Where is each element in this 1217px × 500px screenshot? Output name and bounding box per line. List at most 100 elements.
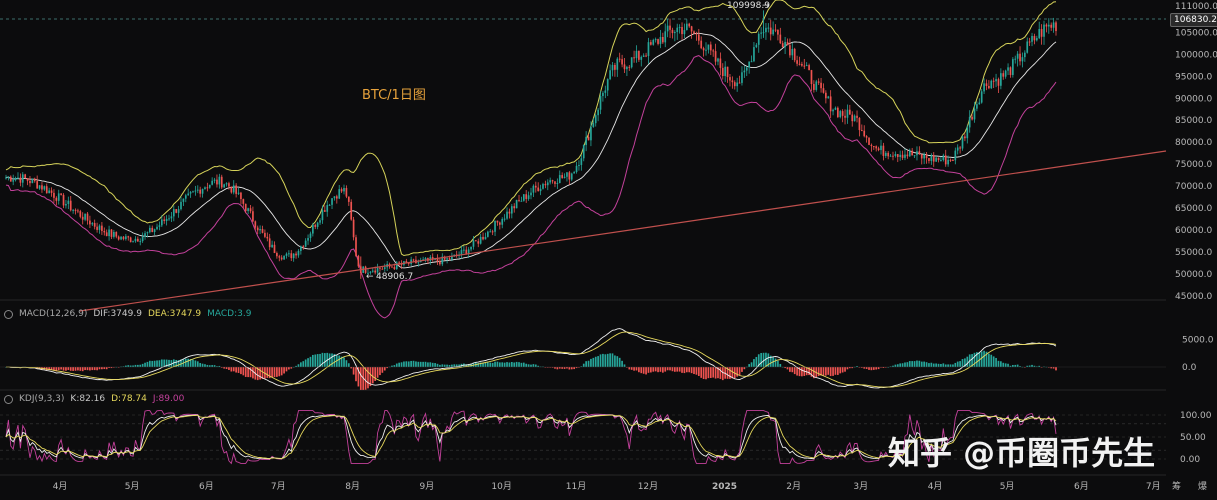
macd-histogram-bar — [55, 367, 58, 372]
candle-body — [683, 30, 686, 35]
macd-histogram-bar — [693, 367, 695, 375]
macd-histogram-bar — [400, 362, 403, 367]
macd-histogram-bar — [882, 367, 885, 368]
macd-histogram-bar — [645, 367, 647, 375]
candle-body — [798, 63, 801, 65]
candle-body — [345, 188, 348, 197]
candle-body — [618, 58, 621, 60]
macd-histogram-bar — [125, 365, 127, 367]
low-label: 48906.7 — [376, 272, 413, 282]
candle-body — [777, 29, 779, 35]
macd-histogram-bar — [453, 364, 456, 367]
candle-body — [72, 209, 74, 211]
candle-body — [242, 199, 245, 204]
candle-body — [803, 65, 806, 67]
candle-body — [918, 151, 921, 155]
candle-body — [288, 253, 290, 255]
candle-body — [479, 236, 482, 244]
macd-histogram-bar — [319, 353, 321, 367]
macd-histogram-bar — [503, 362, 506, 367]
candle-body — [925, 154, 928, 159]
macd-histogram-bar — [779, 363, 782, 367]
macd-histogram-bar — [949, 364, 952, 367]
macd-histogram-bar — [218, 365, 221, 367]
macd-histogram-bar — [187, 358, 190, 367]
candle-body — [602, 92, 604, 97]
high-annotation: 109998.9 → — [727, 1, 770, 11]
macd-histogram-bar — [851, 367, 854, 369]
macd-histogram-bar — [765, 352, 767, 367]
time-axis[interactable]: 4月 5月 6月 7月 8月 9月 10月 11月 12月 2025 2月 3月 4月 5月 6月 7月 — [53, 481, 1161, 492]
macd-histogram-bar — [906, 362, 909, 367]
macd-histogram-bar — [381, 367, 384, 373]
macd-histogram-bar — [707, 367, 710, 379]
macd-histogram-bar — [309, 356, 312, 367]
macd-histogram-bar — [683, 367, 686, 374]
candle-body — [189, 192, 192, 194]
macd-histogram-bar — [148, 360, 151, 367]
candle-body — [937, 157, 940, 161]
price-tick-label: 60000.0 — [1175, 226, 1212, 236]
visibility-eye-icon[interactable] — [4, 394, 13, 404]
candle-body — [779, 34, 782, 44]
candle-body — [1028, 41, 1031, 43]
candle-body — [465, 249, 468, 254]
candle-body — [875, 146, 878, 149]
price-tick-label: 95000.0 — [1175, 72, 1212, 82]
candle-body — [920, 154, 923, 159]
candle-body — [510, 206, 513, 214]
candle-body — [695, 33, 698, 35]
candle-body — [132, 241, 134, 243]
macd-histogram-bar — [664, 367, 667, 372]
candle-body — [374, 270, 377, 273]
macd-histogram-bar — [278, 367, 281, 377]
macd-histogram-bar — [870, 367, 873, 371]
macd-histogram-bar — [352, 367, 355, 375]
macd-histogram-bar — [563, 367, 566, 369]
macd-histogram-bar — [180, 359, 182, 367]
candle-body — [822, 88, 825, 93]
trendline[interactable] — [79, 150, 1167, 312]
macd-histogram-bar — [84, 367, 86, 371]
macd-legend[interactable]: MACD(12,26,9) DIF:3749.9 DEA:3747.9 MACD… — [4, 309, 251, 319]
macd-histogram-bar — [45, 367, 48, 371]
macd-histogram-bar — [141, 363, 144, 367]
candle-body — [340, 189, 343, 192]
macd-histogram-bar — [369, 367, 372, 387]
candle-body — [26, 178, 29, 181]
candle-body — [316, 222, 319, 227]
macd-histogram-bar — [62, 367, 65, 371]
macd-histogram-bar — [242, 367, 245, 376]
axis-corner-1: 筹 — [1172, 480, 1181, 492]
macd-histogram-bar — [575, 367, 578, 369]
macd-histogram-bar — [640, 367, 643, 374]
candle-body — [563, 176, 566, 178]
macd-histogram-bar — [789, 367, 791, 372]
candle-body — [1023, 52, 1026, 58]
macd-histogram-bar — [630, 367, 633, 370]
kdj-legend[interactable]: KDJ(9,3,3) K:82.16 D:78.74 J:89.00 — [4, 394, 184, 404]
boll-mid-line — [5, 32, 1057, 269]
macd-histogram-bar — [714, 367, 717, 379]
candle-body — [228, 183, 230, 187]
macd-histogram-bar — [405, 361, 408, 367]
macd-histogram-bar — [436, 363, 439, 367]
candle-body — [573, 172, 575, 174]
macd-histogram-bar — [434, 363, 436, 367]
macd-histogram-bar — [652, 367, 655, 372]
kdj-name: KDJ(9,3,3) — [19, 394, 65, 404]
macd-histogram-bar — [268, 367, 271, 379]
candle-body — [628, 66, 631, 68]
macd-histogram-bar — [662, 367, 664, 373]
visibility-eye-icon[interactable] — [4, 309, 13, 319]
macd-histogram-bar — [638, 367, 640, 373]
macd-histogram-bar — [129, 365, 132, 367]
macd-histogram-bar — [846, 367, 849, 370]
price-axis[interactable]: 111000.0 105000.0 100000.0 95000.0 90000.0 85… — [1175, 2, 1217, 302]
macd-histogram-bar — [340, 356, 343, 367]
candle-body — [300, 246, 302, 251]
price-tick-label: 70000.0 — [1175, 182, 1212, 192]
price-tick-label: 50000.0 — [1175, 270, 1212, 280]
macd-histogram-bar — [1033, 365, 1036, 367]
